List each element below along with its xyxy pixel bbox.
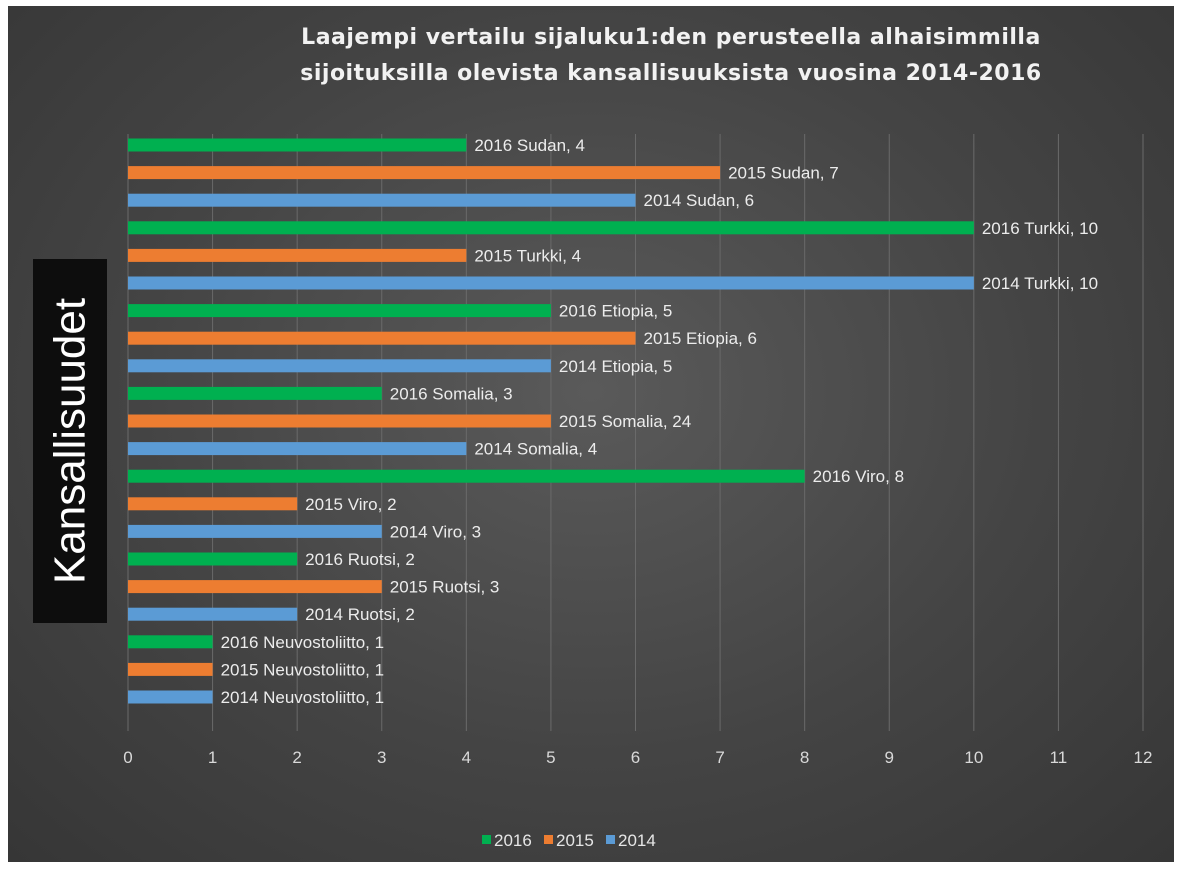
- bar-data-label: 2016 Viro, 8: [813, 467, 904, 486]
- bar-data-label: 2014 Somalia, 4: [474, 440, 597, 459]
- bar-data-label: 2015 Viro, 2: [305, 495, 396, 514]
- bar-2015: [128, 580, 382, 594]
- bar-2014: [128, 524, 382, 538]
- bar-data-label: 2016 Neuvostoliitto, 1: [221, 633, 384, 652]
- chart-title: Laajempi vertailu sijaluku1:den perustee…: [300, 25, 1041, 86]
- bar-data-label: 2015 Turkki, 4: [474, 246, 581, 265]
- x-tick-label: 11: [1050, 748, 1068, 767]
- x-tick-label: 5: [546, 748, 555, 767]
- bar-data-label: 2016 Ruotsi, 2: [305, 550, 415, 569]
- bar-2015: [128, 497, 298, 511]
- bar-2016: [128, 552, 298, 566]
- x-tick-label: 3: [377, 748, 386, 767]
- bar-data-label: 2015 Neuvostoliitto, 1: [221, 660, 384, 679]
- bar-2015: [128, 331, 636, 345]
- legend-swatch-2015: [544, 835, 553, 844]
- y-axis-label: Kansallisuudet: [33, 259, 107, 623]
- bar-data-label: 2014 Neuvostoliitto, 1: [221, 688, 384, 707]
- bar-data-label: 2016 Etiopia, 5: [559, 302, 672, 321]
- data-labels: 2016 Sudan, 4 2015 Sudan, 7 2014 Sudan, 6 2…: [221, 136, 1098, 707]
- chart-container: Laajempi vertailu sijaluku1:den perustee…: [8, 6, 1174, 862]
- bar-data-label: 2014 Turkki, 10: [982, 274, 1098, 293]
- bar-2015: [128, 662, 213, 676]
- x-tick-label: 4: [462, 748, 471, 767]
- legend-swatch-2016: [482, 835, 491, 844]
- bar-2015: [128, 248, 467, 262]
- legend-label-2015: 2015: [556, 831, 594, 850]
- bar-data-label: 2016 Sudan, 4: [474, 136, 585, 155]
- bar-data-label: 2016 Turkki, 10: [982, 219, 1098, 238]
- bar-2016: [128, 138, 467, 152]
- bar-data-label: 2016 Somalia, 3: [390, 384, 513, 403]
- x-axis-ticks: 0 1 2 3 4 5 6 7 8 9 10 11 12: [123, 748, 1152, 767]
- bar-2016: [128, 221, 974, 235]
- bar-2014: [128, 193, 636, 207]
- legend-label-2014: 2014: [618, 831, 656, 850]
- bar-2014: [128, 359, 551, 373]
- bar-data-label: 2014 Viro, 3: [390, 522, 481, 541]
- bar-2016: [128, 386, 382, 400]
- x-tick-label: 8: [800, 748, 809, 767]
- bar-2016: [128, 469, 805, 483]
- legend-swatch-2014: [606, 835, 615, 844]
- bar-chart: Laajempi vertailu sijaluku1:den perustee…: [33, 25, 1152, 850]
- bar-2016: [128, 635, 213, 649]
- y-axis-label-text: Kansallisuudet: [46, 298, 95, 584]
- x-tick-label: 9: [885, 748, 894, 767]
- bar-2016: [128, 304, 551, 318]
- bar-2014: [128, 607, 298, 621]
- bar-data-label: 2015 Ruotsi, 3: [390, 578, 500, 597]
- bar-data-label: 2014 Ruotsi, 2: [305, 605, 415, 624]
- bar-2014: [128, 442, 467, 456]
- bar-data-label: 2015 Etiopia, 6: [644, 329, 757, 348]
- bar-data-label: 2015 Sudan, 7: [728, 164, 839, 183]
- bar-data-label: 2014 Etiopia, 5: [559, 357, 672, 376]
- bar-2015: [128, 166, 721, 180]
- x-tick-label: 10: [964, 748, 983, 767]
- bar-data-label: 2014 Sudan, 6: [644, 191, 755, 210]
- x-tick-label: 0: [123, 748, 132, 767]
- x-tick-label: 1: [208, 748, 217, 767]
- bar-2015: [128, 414, 551, 428]
- y-axis-label-box: [33, 259, 107, 623]
- x-tick-label: 6: [631, 748, 640, 767]
- bars: [128, 138, 974, 704]
- legend-label-2016: 2016: [494, 831, 532, 850]
- x-tick-label: 2: [292, 748, 301, 767]
- bar-2014: [128, 276, 974, 290]
- bar-data-label: 2015 Somalia, 24: [559, 412, 691, 431]
- bar-2014: [128, 690, 213, 704]
- chart-title-line-2: sijoituksilla olevista kansallisuuksista…: [300, 61, 1041, 86]
- chart-title-line-1: Laajempi vertailu sijaluku1:den perustee…: [301, 25, 1041, 50]
- x-tick-label: 12: [1134, 748, 1153, 767]
- legend: 2016 2015 2014: [482, 831, 656, 850]
- x-tick-label: 7: [715, 748, 724, 767]
